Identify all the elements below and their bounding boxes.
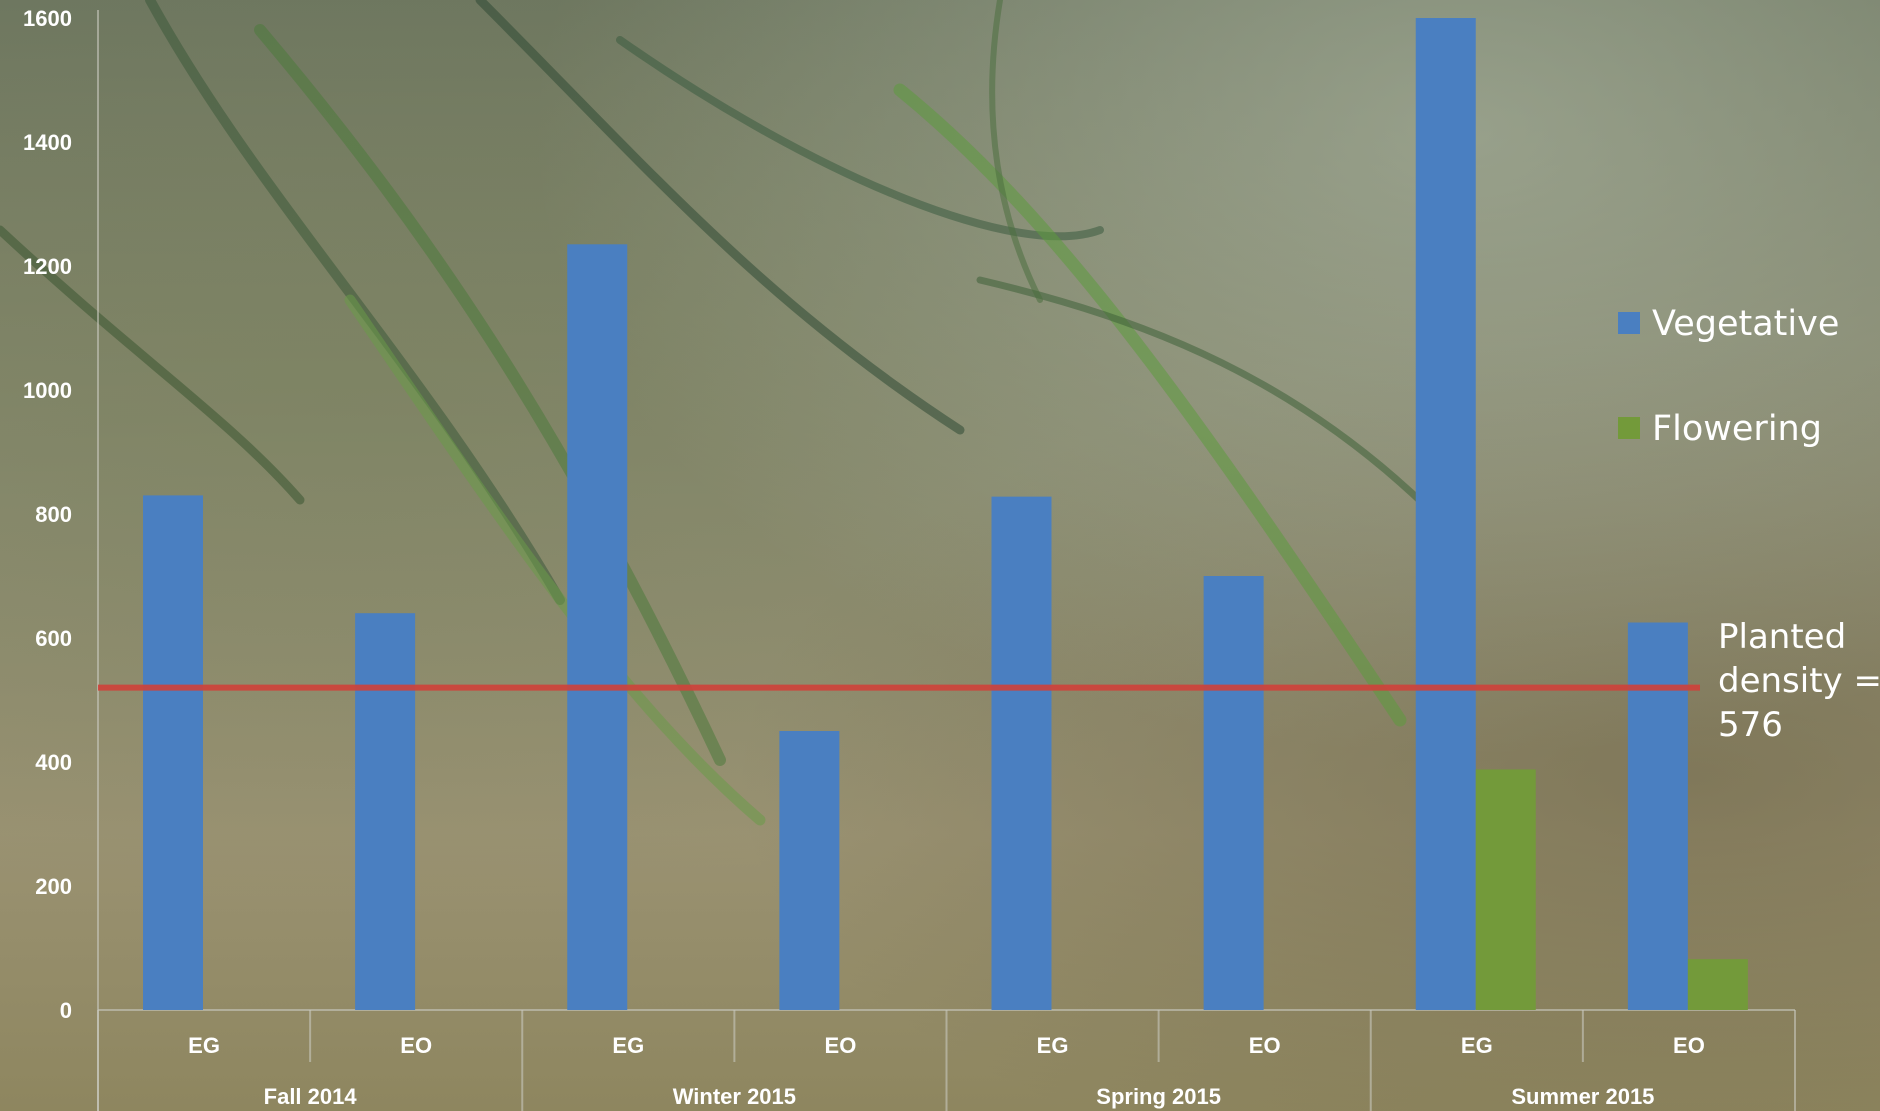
legend-swatch [1618, 417, 1640, 439]
y-tick-label: 800 [35, 502, 72, 527]
group-label: Spring 2015 [1096, 1084, 1221, 1109]
y-tick-label: 1000 [23, 378, 72, 403]
y-tick-label: 200 [35, 874, 72, 899]
x-tick-label: EG [612, 1033, 644, 1058]
x-tick-label: EG [188, 1033, 220, 1058]
bar-flowering [1687, 959, 1748, 1010]
bar-vegetative [1203, 576, 1264, 1010]
bar-vegetative [143, 495, 203, 1010]
x-tick-label: EG [1461, 1033, 1493, 1058]
reference-line-label-line: density = [1718, 661, 1880, 701]
reference-line-layer: Planted density = 576 [98, 617, 1880, 745]
seagrass-blade [344, 294, 766, 826]
bar-vegetative [991, 496, 1052, 1010]
seagrass-blade [0, 225, 305, 505]
seagrass-blade [893, 83, 1407, 727]
x-tick-label: EO [400, 1033, 432, 1058]
legend-swatch [1618, 312, 1640, 334]
legend-label: Vegetative [1652, 304, 1839, 344]
group-label: Fall 2014 [264, 1084, 358, 1109]
seagrass-blade [475, 0, 965, 435]
seagrass-blade [989, 0, 1043, 303]
y-tick-label: 1600 [23, 6, 72, 31]
y-tick-label: 1400 [23, 130, 72, 155]
y-tick-label: 600 [35, 626, 72, 651]
x-tick-label: EO [1673, 1033, 1705, 1058]
bars-layer [143, 18, 1748, 1011]
seagrass-blade [145, 0, 565, 605]
bar-vegetative [355, 613, 416, 1010]
group-label: Summer 2015 [1511, 1084, 1654, 1109]
y-tick-label: 400 [35, 750, 72, 775]
reference-line-label-line: 576 [1718, 705, 1783, 745]
group-label: Winter 2015 [673, 1084, 796, 1109]
bar-vegetative [567, 244, 628, 1011]
seagrass-blade [616, 36, 1104, 241]
y-tick-label: 1200 [23, 254, 72, 279]
reference-line-label-line: Planted [1718, 617, 1846, 657]
y-tick-label: 0 [60, 998, 72, 1023]
reference-line-label: Planted density = 576 [1718, 617, 1880, 745]
x-tick-label: EO [1249, 1033, 1281, 1058]
seagrass-background [0, 0, 1444, 826]
bar-vegetative [779, 731, 840, 1010]
bar-flowering [1475, 769, 1536, 1010]
bar-vegetative [1627, 622, 1688, 1010]
legend: Vegetative Flowering [1618, 304, 1839, 449]
bar-vegetative [1415, 18, 1476, 1010]
seagrass-blade [976, 276, 1444, 524]
x-tick-label: EG [1037, 1033, 1069, 1058]
legend-label: Flowering [1652, 409, 1822, 449]
seagrass-blade [254, 24, 726, 766]
x-tick-label: EO [825, 1033, 857, 1058]
labels-layer: EG EO EG EO EG EO EG EO Fall 2014 Winter 2015 Spri… [188, 1033, 1705, 1109]
